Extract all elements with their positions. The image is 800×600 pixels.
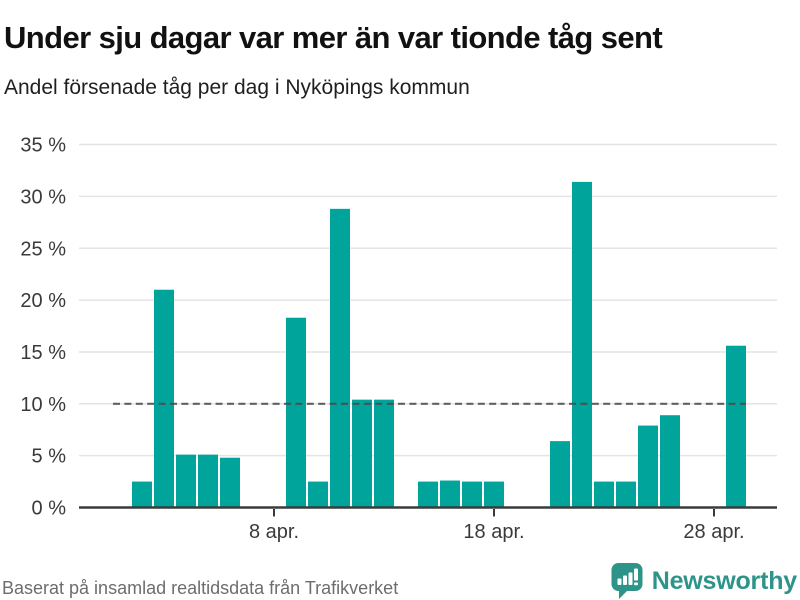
bar-apr-26 bbox=[660, 415, 680, 508]
page-title: Under sju dagar var mer än var tionde tå… bbox=[4, 19, 663, 55]
bar-apr-9 bbox=[286, 317, 306, 508]
y-axis-label: 10 % bbox=[20, 394, 66, 416]
bar-apr-6 bbox=[220, 457, 240, 508]
logo-bar-small bbox=[617, 578, 622, 585]
y-axis-label: 30 % bbox=[20, 186, 66, 208]
bar-apr-4 bbox=[176, 454, 196, 508]
bar-apr-24 bbox=[616, 481, 636, 508]
y-axis-label: 20 % bbox=[20, 290, 66, 312]
bar-apr-17 bbox=[462, 481, 482, 508]
bar-apr-15 bbox=[418, 481, 438, 508]
bar-apr-21 bbox=[550, 441, 570, 508]
bar-apr-16 bbox=[440, 480, 460, 508]
logo-exclamation-bar bbox=[633, 568, 638, 581]
y-axis-label: 35 % bbox=[20, 135, 66, 157]
brand-name: Newsworthy bbox=[651, 567, 797, 595]
logo-exclamation-dot bbox=[633, 582, 638, 586]
bar-apr-13 bbox=[374, 399, 394, 508]
newsworthy-logo-icon bbox=[611, 563, 643, 599]
bar-apr-29 bbox=[726, 345, 746, 508]
chart-subtitle: Andel försenade tåg per dag i Nyköpings … bbox=[4, 76, 470, 99]
bar-apr-11 bbox=[330, 208, 350, 508]
y-axis-label: 15 % bbox=[20, 342, 66, 364]
bar-apr-10 bbox=[308, 481, 328, 508]
bar-apr-12 bbox=[352, 399, 372, 508]
bar-apr-18 bbox=[484, 481, 504, 508]
bar-apr-3 bbox=[154, 289, 174, 508]
bar-apr-22 bbox=[572, 181, 592, 508]
y-axis-label: 5 % bbox=[32, 446, 67, 468]
y-axis-label: 0 % bbox=[32, 498, 67, 520]
source-note: Baserat på insamlad realtidsdata från Tr… bbox=[2, 578, 399, 598]
y-axis-label: 25 % bbox=[20, 238, 66, 260]
bar-apr-25 bbox=[638, 425, 658, 508]
logo-bubble-tail bbox=[618, 588, 630, 599]
bar-apr-2 bbox=[132, 481, 152, 508]
x-axis-label: 8 apr. bbox=[249, 521, 299, 543]
x-axis-label: 18 apr. bbox=[463, 521, 524, 543]
bar-apr-23 bbox=[594, 481, 614, 508]
newsworthy-brand: Newsworthy bbox=[610, 562, 797, 600]
logo-bar-medium bbox=[622, 575, 627, 585]
x-axis-label: 28 apr. bbox=[683, 521, 744, 543]
bar-apr-5 bbox=[198, 454, 218, 508]
logo-bar-large bbox=[628, 572, 633, 585]
